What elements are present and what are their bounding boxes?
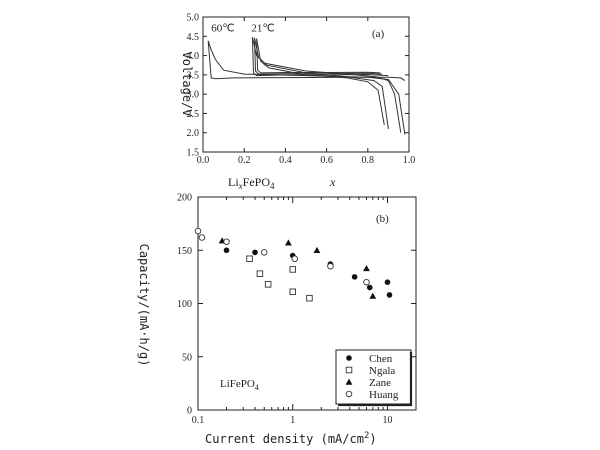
voltage-y-tick-label: 3.0	[187, 90, 200, 101]
voltage-x-tick-label: 0.2	[238, 155, 251, 166]
data-point-ngala	[246, 255, 253, 263]
voltage-y-tick-label: 4.0	[187, 51, 200, 62]
legend-marker-zane	[345, 378, 353, 385]
voltage-chart-frame	[202, 16, 410, 153]
voltage-y-tick-label: 5.0	[187, 13, 200, 24]
voltage-x-tick-label: 0.4	[279, 155, 292, 166]
voltage-y-tick-label: 2.0	[187, 128, 200, 139]
voltage-x-tick-label: 0.8	[362, 155, 375, 166]
data-point-chen	[384, 279, 391, 286]
data-point-ngala	[289, 288, 296, 296]
voltage-axis-label: Voltage/V	[180, 51, 194, 116]
voltage-curve	[207, 40, 406, 82]
data-point-zane	[363, 264, 370, 272]
capacity-axis-label: Capacity/(mA·h/g)	[137, 244, 151, 367]
material-annotation: LiFePO4	[220, 378, 259, 392]
legend-label-zane: Zane	[369, 377, 391, 389]
voltage-x-variable: x	[329, 175, 336, 189]
voltage-y-tick-label: 3.5	[187, 70, 200, 81]
data-point-chen	[366, 284, 373, 291]
data-point-huang	[198, 234, 206, 241]
legend-marker-ngala	[345, 366, 353, 374]
data-point-huang	[194, 227, 202, 235]
data-point-ngala	[289, 266, 296, 273]
data-point-huang	[223, 238, 230, 245]
current-x-tick-label: 1	[290, 415, 295, 426]
legend-marker-chen	[346, 355, 352, 361]
voltage-curve	[256, 38, 381, 74]
capacity-y-tick-label: 0	[187, 406, 192, 417]
voltage-x-tick-label: 0.0	[197, 155, 210, 166]
voltage-curve	[254, 37, 389, 129]
capacity-y-tick-label: 200	[177, 193, 192, 204]
data-point-zane	[285, 239, 292, 246]
voltage-curve	[254, 37, 383, 75]
data-point-chen	[252, 249, 258, 256]
voltage-y-tick-label: 2.5	[187, 109, 200, 120]
capacity-y-tick-label: 150	[177, 246, 192, 257]
data-point-huang	[260, 249, 268, 256]
capacity-y-tick-label: 50	[182, 352, 192, 363]
voltage-x-tick-label: 1.0	[403, 155, 416, 166]
data-point-chen	[351, 274, 358, 280]
data-point-ngala	[256, 270, 264, 277]
data-point-zane	[313, 246, 321, 253]
legend-label-ngala: Ngala	[369, 365, 395, 377]
panel-b-label: (b)	[376, 213, 389, 225]
data-point-chen	[386, 292, 393, 298]
data-point-huang	[363, 278, 370, 286]
data-point-ngala	[264, 281, 272, 288]
voltage-x-axis-label: LixFePO4	[228, 175, 275, 191]
temperature-label: 60℃	[211, 23, 234, 35]
voltage-y-tick-label: 1.5	[187, 148, 200, 159]
data-point-huang	[291, 255, 298, 263]
voltage-curve	[251, 37, 389, 77]
voltage-curve	[256, 38, 385, 126]
panel-a-label: (a)	[372, 28, 385, 40]
data-point-ngala	[306, 294, 313, 302]
legend-label-chen: Chen	[369, 353, 393, 365]
current-x-tick-label: 10	[382, 415, 392, 426]
voltage-curve	[251, 36, 402, 133]
voltage-x-tick-label: 0.6	[320, 155, 333, 166]
legend-label-huang: Huang	[369, 389, 399, 401]
current-density-axis-label: Current density (mA/cm2)	[205, 431, 377, 446]
data-point-chen	[223, 247, 230, 254]
capacity-y-tick-label: 100	[177, 299, 192, 310]
temperature-label: 21℃	[251, 23, 274, 35]
data-point-huang	[327, 262, 334, 270]
current-x-tick-label: 0.1	[192, 415, 205, 426]
voltage-y-tick-label: 4.5	[187, 32, 200, 43]
legend-marker-huang	[345, 390, 353, 398]
data-point-zane	[369, 292, 377, 299]
voltage-chart: 0.0 0.2 0.4 0.6 0.8 1.0 1.5 2.0 2.5 3.0 3.5 4.0 4.5 5…	[180, 13, 415, 192]
